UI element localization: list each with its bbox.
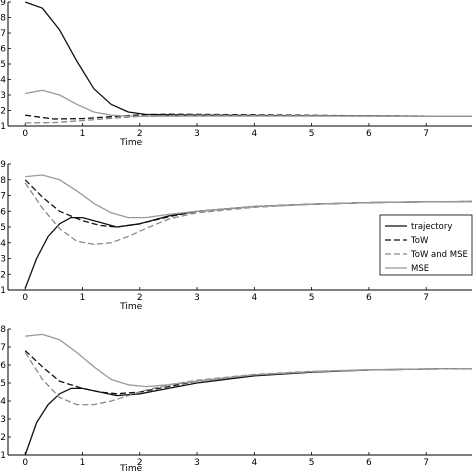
x-tick-label: 1 — [80, 129, 86, 139]
y-tick-label: .7 — [0, 192, 6, 202]
x-tick-label: 6 — [366, 129, 372, 139]
x-tick-label: 0 — [22, 458, 28, 468]
y-tick-label: .1 — [0, 286, 6, 296]
legend-label: ToW — [410, 236, 429, 246]
x-tick-label: 4 — [251, 458, 257, 468]
x-tick-label: 5 — [309, 129, 315, 139]
x-axis-label: Time — [119, 464, 142, 474]
series-line-mse — [25, 174, 473, 219]
legend-box — [379, 214, 473, 276]
y-tick-label: .9 — [0, 0, 6, 8]
x-tick-label: 3 — [194, 129, 200, 139]
y-tick-label: .2 — [0, 433, 6, 443]
y-tick-label: .4 — [0, 397, 6, 407]
chart-panel-2: .1 .2 .3 .4 .5 .6 .7 .8 .9 0 1 2 3 4 5 6 7 Time trajectory… — [0, 160, 473, 312]
y-tick-label: .6 — [0, 207, 6, 217]
y-tick-label: .7 — [0, 29, 6, 39]
y-tick-label: .5 — [0, 60, 6, 70]
series-line-tow — [24, 350, 473, 395]
y-tick-label: .5 — [0, 379, 6, 389]
y-tick-label: .8 — [0, 14, 6, 24]
x-tick-label: 6 — [366, 293, 372, 303]
x-tick-label: 4 — [251, 129, 257, 139]
legend-label: trajectory — [411, 222, 452, 232]
legend-label: ToW and MSE — [410, 250, 468, 260]
y-tick-label: .6 — [0, 45, 6, 55]
y-tick-label: .1 — [0, 122, 6, 132]
x-tick-label: 5 — [309, 293, 315, 303]
y-tick-label: .5 — [0, 223, 6, 233]
x-tick-label: 4 — [251, 293, 257, 303]
x-tick-label: 0 — [22, 129, 28, 139]
x-tick-label: 7 — [423, 129, 429, 139]
series-line-mse — [25, 89, 472, 118]
x-tick-label: 3 — [194, 458, 200, 468]
series-line-mse — [25, 333, 473, 388]
y-tick-label: .3 — [0, 255, 6, 265]
x-tick-label: 2 — [137, 293, 143, 303]
series-line-tow — [24, 179, 473, 228]
y-tick-label: .3 — [0, 91, 6, 101]
series-line-tow-and-mse — [24, 352, 473, 406]
x-axis-label: Time — [119, 138, 142, 148]
y-tick-label: .9 — [0, 160, 6, 170]
x-tick-label: 3 — [194, 293, 200, 303]
y-tick-label: .2 — [0, 270, 6, 280]
chart-panel-1: .1 .2 .3 .4 .5 .6 .7 .8 .9 0 1 2 3 4 5 6 7 Time — [0, 0, 473, 148]
x-tick-label: 5 — [309, 458, 315, 468]
y-tick-label: .4 — [0, 76, 6, 86]
x-tick-label: 7 — [423, 293, 429, 303]
x-tick-label: 0 — [22, 293, 28, 303]
y-tick-label: .1 — [0, 451, 6, 461]
series-line-trajectory — [24, 367, 473, 456]
x-tick-label: 7 — [423, 458, 429, 468]
x-tick-label: 1 — [80, 293, 86, 303]
y-tick-label: .3 — [0, 415, 6, 425]
y-tick-label: .6 — [0, 361, 6, 371]
y-tick-label: .7 — [0, 343, 6, 353]
x-tick-label: 2 — [137, 129, 143, 139]
series-line-trajectory — [24, 1, 473, 117]
legend: trajectory ToW ToW and MSE MSE — [379, 214, 473, 276]
chart-panel-3: .1 .2 .3 .4 .5 .6 .7 .8 0 1 2 3 4 5 6 7 Time — [0, 325, 473, 474]
y-tick-label: .2 — [0, 107, 6, 117]
x-axis-label: Time — [119, 302, 142, 312]
y-tick-label: .8 — [0, 176, 6, 186]
x-tick-label: 6 — [366, 458, 372, 468]
y-tick-label: .8 — [0, 325, 6, 335]
x-tick-label: 1 — [80, 458, 86, 468]
x-tick-label: 2 — [137, 458, 143, 468]
series-line-tow-and-mse — [24, 182, 473, 245]
legend-label: MSE — [411, 264, 429, 274]
y-tick-label: .4 — [0, 239, 6, 249]
